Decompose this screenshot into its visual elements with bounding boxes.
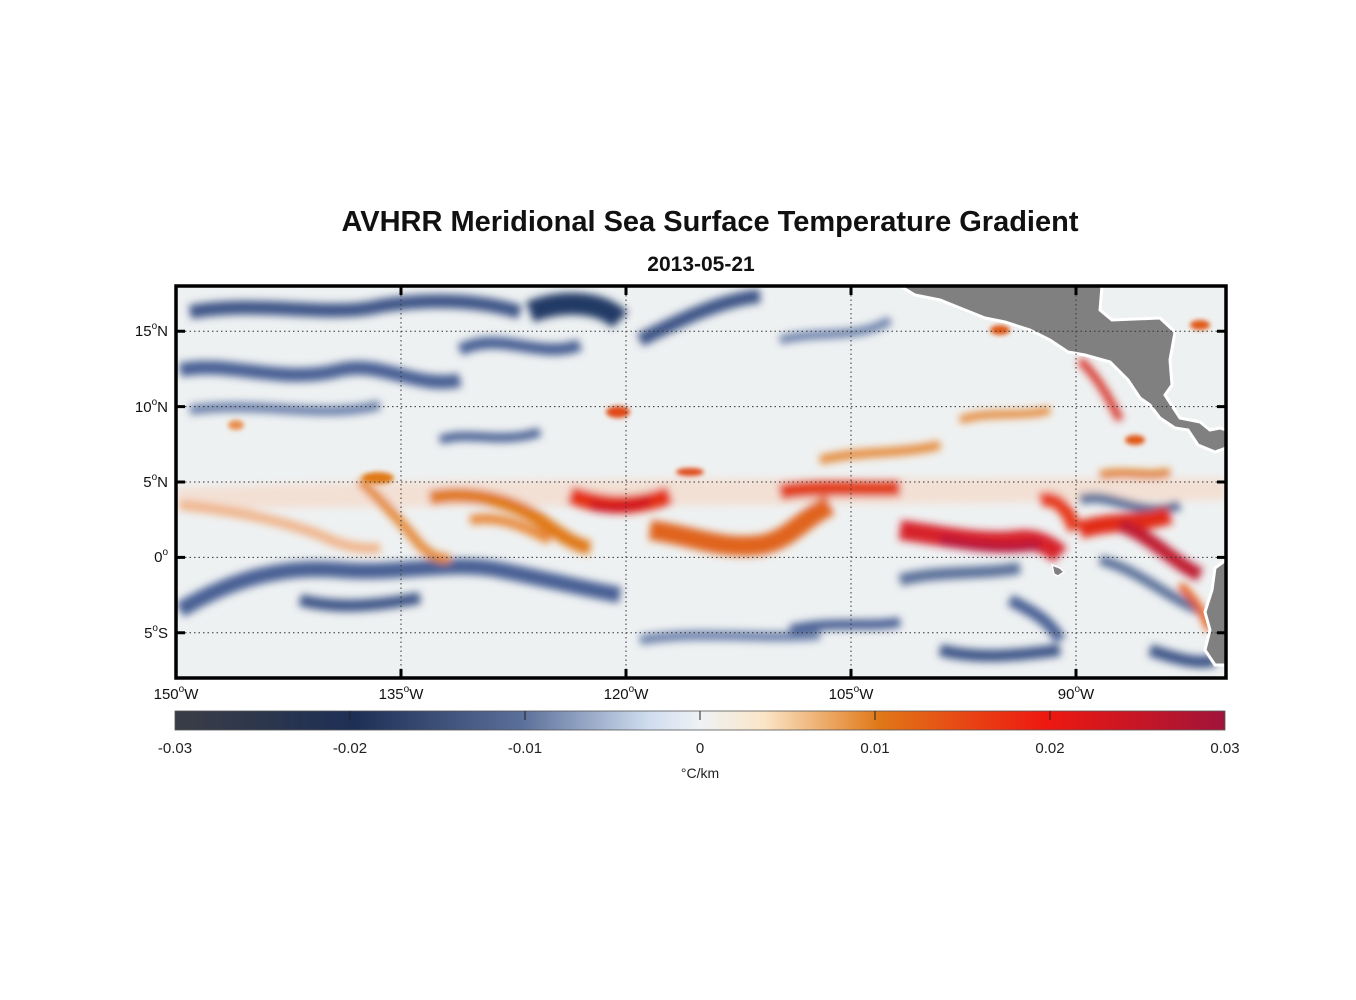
colorbar-ticks [349,711,1051,720]
colorbar-tick-label: -0.01 [507,740,543,757]
axis-ticks [174,286,1226,678]
lat-label: 0o [154,547,168,567]
lat-label: 5oN [143,472,168,491]
colorbar-tick-label: 0.02 [1035,740,1065,757]
lat-label: 5oS [144,622,168,642]
lon-label: 105oW [828,684,874,703]
chart-subtitle: 2013-05-21 [647,253,755,276]
gradient-field [176,286,1226,678]
colorbar-tick-label: 0 [695,740,705,757]
colorbar-tick-label: 0.01 [860,740,890,757]
south-america-landmass [1203,558,1226,667]
colorbar-tick-label: -0.02 [332,740,368,757]
lon-label: 150oW [153,684,199,703]
colorbar-tick-label: 0.03 [1210,740,1240,757]
central-america-landmass [897,286,1226,454]
galapagos-island [1050,563,1066,577]
colorbar-units: °C/km [680,765,720,781]
colorbar-tick-label: -0.03 [157,740,193,757]
lat-label: 10oN [134,396,168,416]
lat-label: 15oN [134,321,168,341]
lon-label: 135oW [378,684,424,703]
lon-label: 90oW [1057,684,1095,703]
lon-label: 120oW [603,684,649,703]
chart-title: AVHRR Meridional Sea Surface Temperature… [341,206,1079,238]
